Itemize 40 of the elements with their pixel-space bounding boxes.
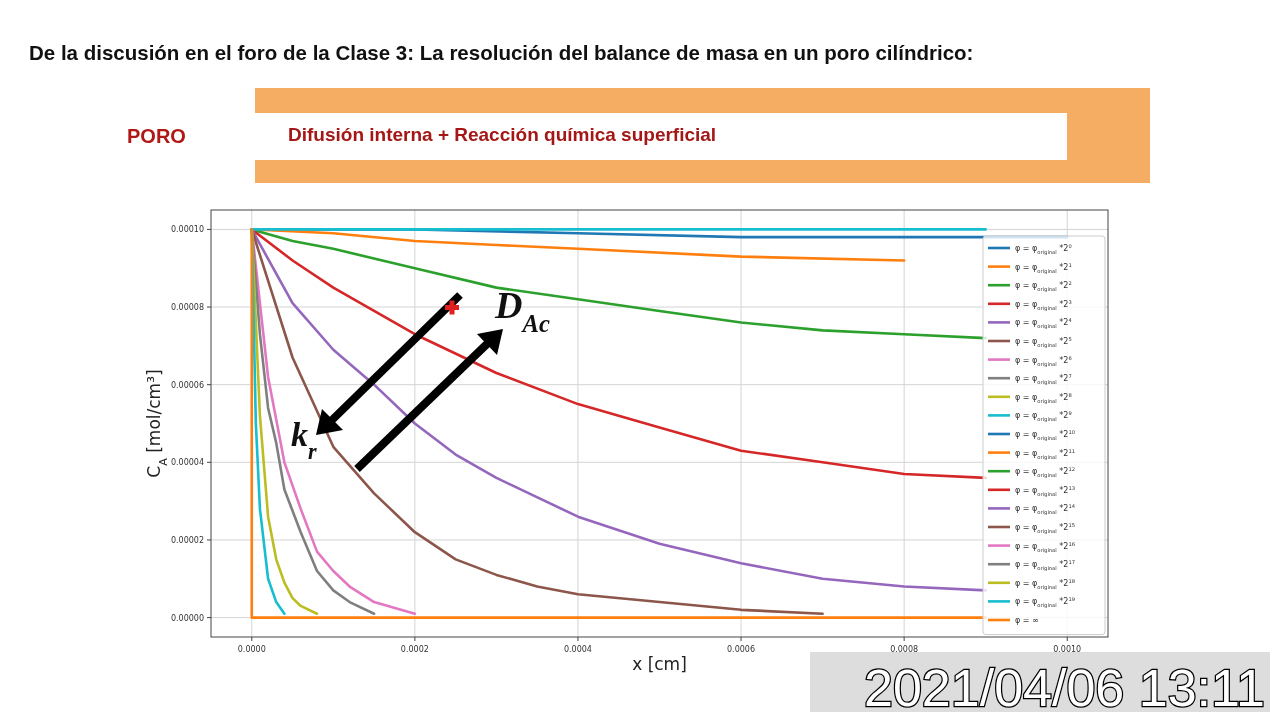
legend-label: φ = φ$_{original}$ *2$^{4}$ [1015,317,1073,331]
legend-label: φ = φ$_{original}$ *2$^{1}$ [1015,261,1072,275]
legend-label: φ = φ$_{original}$ *2$^{6}$ [1015,354,1072,368]
y-tick-label: 0.00010 [170,225,204,235]
annotation: k$_{r}$ [291,416,317,464]
legend-label: φ = φ$_{original}$ *2$^{14}$ [1015,503,1076,517]
text: PORO [127,125,186,147]
legend-label: φ = φ$_{original}$ *2$^{18}$ [1015,577,1075,591]
legend-label: φ = φ$_{original}$ *2$^{3}$ [1015,298,1072,312]
y-tick-label: 0.00008 [170,303,204,313]
legend-label: φ = φ$_{original}$ *2$^{9}$ [1015,410,1072,424]
legend-label: φ = φ$_{original}$ *2$^{10}$ [1015,429,1075,442]
chart-title: De la discusión en el foro de la Clase 3: La resolución del balance de masa en un poro cilíndrico: [29,41,974,64]
legend-label: φ = φ$_{original}$ *2$^{17}$ [1015,559,1075,573]
x-tick-label: 0.0006 [727,645,756,654]
legend-label: φ = φ$_{original}$ *2$^{12}$ [1015,466,1075,480]
legend-label: φ = φ$_{original}$ *2$^{16}$ [1015,540,1075,554]
legend-label: φ = φ$_{original}$ *2$^{15}$ [1015,522,1075,535]
legend-label: φ = ∞ [1015,616,1039,625]
text: 2021/04/06 13:11 [864,659,1265,717]
legend-label: φ = φ$_{original}$ *2$^{13}$ [1015,484,1075,498]
legend-label: φ = φ$_{original}$ *2$^{8}$ [1015,391,1072,405]
legend-label: φ = φ$_{original}$ *2$^{0}$ [1015,243,1072,256]
text: Difusión interna + Reacción química superficial [288,124,717,145]
legend-label: φ = φ$_{original}$ *2$^{7}$ [1015,373,1072,387]
legend-label: φ = φ$_{original}$ *2$^{11}$ [1015,447,1075,461]
y-tick-label: 0.00002 [170,535,204,545]
legend-label: φ = φ$_{original}$ *2$^{5}$ [1015,336,1072,349]
x-tick-label: 0.0002 [400,645,429,654]
legend-label: φ = φ$_{original}$ *2$^{19}$ [1015,596,1075,610]
x-tick-label: 0.0000 [237,645,266,654]
x-tick-label: 0.0010 [1053,645,1082,654]
annotation: D$_{Ac}$ [494,284,550,337]
legend-label: φ = φ$_{original}$ *2$^{2}$ [1015,280,1072,294]
y-tick-label: 0.00004 [170,458,204,468]
y-tick-label: 0.00000 [170,613,204,623]
x-tick-label: 0.0004 [563,645,592,654]
y-tick-label: 0.00006 [170,380,204,390]
x-axis-title: x [cm] [632,654,687,674]
x-tick-label: 0.0008 [890,645,919,654]
